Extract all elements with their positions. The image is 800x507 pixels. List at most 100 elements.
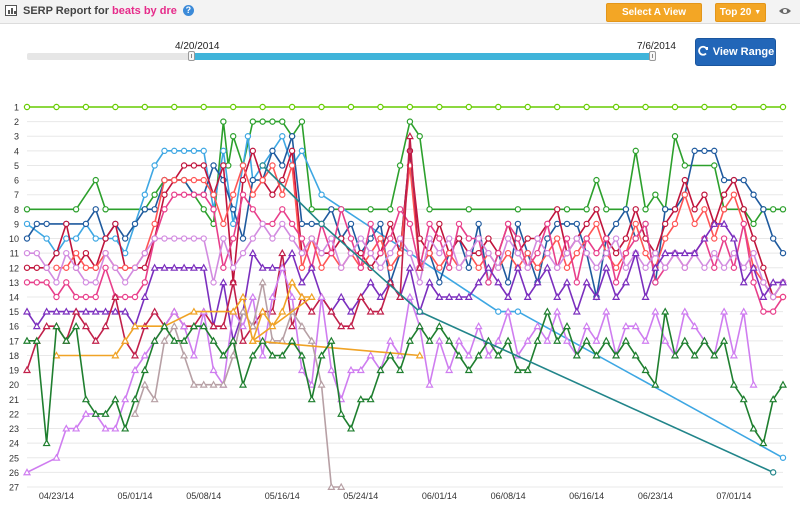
data-point (248, 248, 257, 257)
data-point (631, 248, 640, 257)
data-point (327, 482, 336, 490)
data-point (101, 424, 110, 432)
select-view-range-dropdown[interactable]: Select A View Range ▼ (606, 3, 702, 35)
data-point (269, 220, 276, 228)
data-point (435, 292, 444, 300)
data-point (592, 292, 601, 300)
data-point (562, 336, 572, 344)
data-point (200, 147, 207, 155)
data-point (415, 321, 424, 330)
data-point (279, 133, 286, 140)
range-end-handle[interactable] (649, 51, 656, 61)
data-point (740, 206, 747, 213)
data-point (92, 293, 99, 301)
data-point (464, 292, 473, 300)
data-point (219, 278, 228, 286)
data-point (445, 336, 454, 344)
data-point (347, 235, 355, 242)
data-point (248, 292, 257, 300)
data-point (670, 248, 680, 257)
y-tick-label: 5 (14, 161, 19, 171)
data-point (63, 235, 70, 242)
data-point (563, 264, 571, 271)
range-start-handle[interactable] (188, 51, 195, 61)
data-point (307, 395, 316, 403)
data-point (130, 395, 140, 403)
data-point (298, 118, 306, 125)
y-tick-label: 14 (9, 293, 19, 303)
data-point (346, 424, 356, 432)
data-point (318, 191, 325, 198)
data-point (81, 395, 90, 403)
data-point (22, 468, 32, 476)
data-point (52, 307, 61, 315)
data-point (160, 263, 169, 271)
data-point (43, 279, 50, 286)
data-point (102, 206, 109, 213)
data-point (43, 220, 50, 228)
top-results-dropdown[interactable]: Top 20 ▼ (715, 3, 766, 22)
data-point (160, 336, 169, 344)
data-point (426, 235, 433, 242)
data-point (297, 278, 306, 286)
data-point (151, 162, 158, 169)
data-point (140, 365, 149, 374)
data-point (426, 206, 433, 213)
data-point (553, 235, 561, 242)
data-point (504, 235, 512, 242)
data-point (23, 264, 31, 271)
data-point (465, 235, 473, 242)
data-point (377, 264, 384, 271)
data-point (209, 365, 218, 374)
data-point (189, 351, 198, 359)
data-point (514, 206, 522, 213)
data-point (513, 365, 522, 374)
x-tick-label: 06/23/14 (638, 491, 673, 501)
range-start-date: 4/20/2014 (175, 41, 220, 52)
y-tick-label: 27 (9, 483, 19, 493)
data-point (288, 220, 296, 228)
data-point (475, 235, 482, 242)
data-point (102, 235, 109, 242)
data-point (593, 176, 600, 184)
data-point (465, 249, 473, 257)
data-point (405, 292, 414, 300)
view-range-button[interactable]: View Range (695, 38, 776, 66)
data-point (436, 235, 443, 242)
y-tick-label: 18 (9, 351, 19, 361)
data-point (750, 220, 757, 228)
data-point (514, 235, 522, 242)
data-point (622, 249, 630, 257)
data-point (720, 206, 728, 213)
date-range-selection[interactable] (191, 53, 652, 60)
data-point (396, 162, 404, 169)
help-icon[interactable]: ? (182, 5, 194, 16)
data-point (347, 220, 355, 228)
data-point (612, 103, 620, 111)
view-range-label: View Range (712, 46, 775, 58)
page-title: SERP Report for beats by dre ? (23, 5, 194, 17)
data-point (72, 307, 81, 315)
data-point (396, 206, 404, 213)
data-point (740, 264, 747, 271)
eye-icon[interactable] (778, 6, 792, 16)
select-view-range-label: Select A View Range (621, 7, 687, 35)
data-point (22, 365, 32, 374)
data-point (533, 321, 542, 330)
data-point (121, 264, 129, 271)
data-point (278, 263, 287, 271)
data-point (269, 147, 276, 155)
data-point (553, 264, 561, 271)
data-point (72, 206, 80, 213)
data-point (239, 162, 247, 169)
y-tick-label: 2 (14, 117, 19, 127)
data-point (190, 191, 198, 198)
data-point (769, 395, 778, 403)
data-point (22, 307, 32, 315)
data-point (504, 292, 513, 300)
data-point (318, 103, 325, 111)
data-point (259, 118, 266, 125)
data-point (199, 321, 208, 330)
data-point (455, 220, 463, 228)
data-point (436, 220, 443, 228)
